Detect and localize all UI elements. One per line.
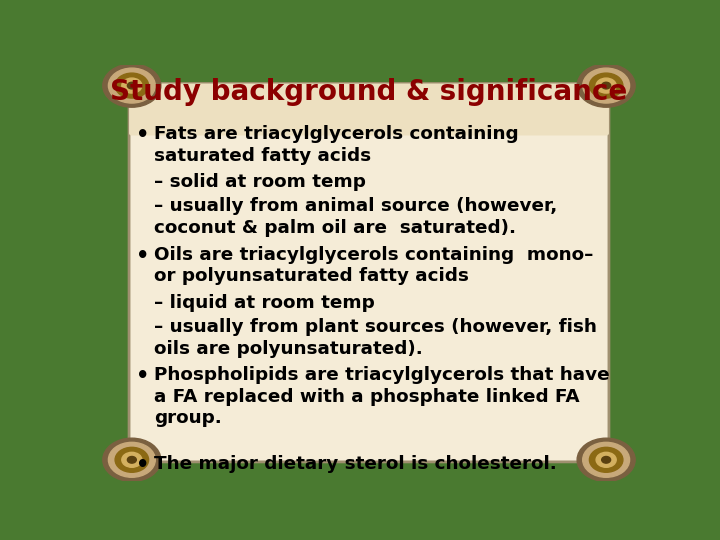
Text: •: • [136,455,150,476]
Circle shape [103,64,161,107]
Text: Oils are triacylglycerols containing  mono–
or polyunsaturated fatty acids: Oils are triacylglycerols containing mon… [154,246,593,285]
Circle shape [577,64,635,107]
Text: •: • [136,246,150,266]
Circle shape [602,456,611,463]
Circle shape [103,438,161,482]
Circle shape [602,82,611,89]
Text: – usually from animal source (however,
coconut & palm oil are  saturated).: – usually from animal source (however, c… [154,198,557,237]
Circle shape [582,68,629,103]
Text: – usually from plant sources (however, fish
oils are polyunsaturated).: – usually from plant sources (however, f… [154,318,597,357]
Circle shape [115,73,148,98]
FancyBboxPatch shape [129,84,609,462]
Circle shape [127,82,136,89]
Circle shape [590,73,623,98]
Text: •: • [136,125,150,145]
Circle shape [596,453,616,467]
Circle shape [109,442,156,477]
Circle shape [127,456,136,463]
Circle shape [577,438,635,482]
Text: Fats are triacylglycerols containing
saturated fatty acids: Fats are triacylglycerols containing sat… [154,125,519,165]
Circle shape [590,447,623,472]
FancyBboxPatch shape [129,84,609,136]
Circle shape [122,78,142,93]
Circle shape [582,442,629,477]
Circle shape [596,78,616,93]
Text: The major dietary sterol is cholesterol.: The major dietary sterol is cholesterol. [154,455,557,474]
Circle shape [109,68,156,103]
Text: – liquid at room temp: – liquid at room temp [154,294,375,312]
Text: •: • [136,366,150,386]
Text: Phospholipids are triacylglycerols that have
a FA replaced with a phosphate link: Phospholipids are triacylglycerols that … [154,366,610,427]
Text: – solid at room temp: – solid at room temp [154,173,366,191]
Circle shape [122,453,142,467]
Text: Study background & significance: Study background & significance [110,78,628,106]
Circle shape [115,447,148,472]
